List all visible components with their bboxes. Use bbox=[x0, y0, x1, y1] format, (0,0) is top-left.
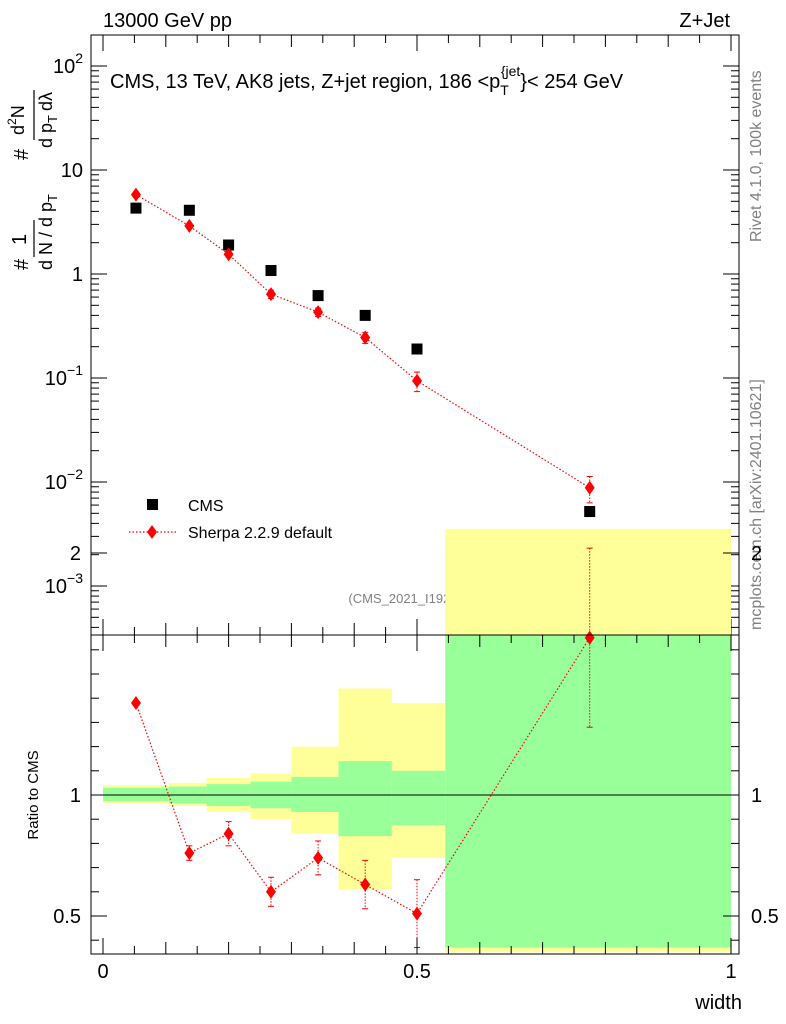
cms-point bbox=[130, 202, 142, 214]
ratio-point bbox=[313, 850, 324, 865]
main-ytick-label: 10 bbox=[61, 160, 83, 182]
y-label-den2: d pTdλ bbox=[36, 92, 60, 148]
sherpa-point bbox=[412, 373, 422, 388]
ratio-point bbox=[412, 906, 422, 921]
y-label-den: d N / d pT bbox=[36, 194, 60, 270]
ratio-ytick-label-right: 1 bbox=[751, 785, 762, 807]
cms-point bbox=[584, 506, 596, 518]
mcplots-label: mcplots.cern.ch [arXiv:2401.10621] bbox=[748, 379, 765, 630]
ratio-y-ticks: 0.5 0.5 1 1 2 2 bbox=[53, 543, 779, 941]
main-ytick-label: 10−1 bbox=[45, 362, 83, 390]
ratio-panel: 0.5 0.51 12 2 0 0.5 1 Ratio to CMS width bbox=[25, 528, 779, 1014]
ratio-band-stat bbox=[103, 787, 169, 802]
sherpa-line bbox=[135, 194, 591, 489]
cms-point bbox=[265, 265, 277, 277]
ratio-ytick-label-right: 0.5 bbox=[751, 906, 779, 928]
ratio-band-stat bbox=[291, 776, 339, 812]
y-label-num: d2N bbox=[5, 105, 28, 135]
header-right: Z+Jet bbox=[679, 10, 730, 32]
ratio-ytick-label: 1 bbox=[70, 785, 81, 807]
legend-sherpa-label: Sherpa 2.2.9 default bbox=[188, 525, 333, 542]
ratio-point bbox=[184, 846, 195, 861]
main-ytick-label: 102 bbox=[53, 50, 83, 78]
cms-point bbox=[359, 309, 371, 321]
ratio-point bbox=[360, 877, 371, 892]
ratio-ytick-label: 0.5 bbox=[53, 906, 81, 928]
sherpa-point bbox=[360, 330, 371, 345]
cms-point bbox=[183, 204, 195, 216]
ratio-xtick-label: 0 bbox=[97, 961, 108, 983]
ratio-point bbox=[130, 696, 141, 711]
main-ytick-label: 10−2 bbox=[45, 466, 83, 494]
legend-cms-label: CMS bbox=[188, 498, 224, 515]
x-axis-label: width bbox=[694, 992, 742, 1014]
main-ytick-label: 10−3 bbox=[45, 570, 83, 598]
legend: CMS Sherpa 2.2.9 default bbox=[129, 498, 333, 542]
legend-cms-marker bbox=[147, 499, 158, 510]
y-label-hash2: # bbox=[11, 148, 33, 160]
ratio-series bbox=[130, 547, 595, 948]
sherpa-point bbox=[184, 218, 195, 233]
ratio-point bbox=[265, 884, 276, 899]
sherpa-point bbox=[313, 305, 324, 320]
main-ytick-label: 1 bbox=[72, 264, 83, 286]
ratio-xtick-label: 1 bbox=[725, 961, 736, 983]
ratio-ytick-label-right: 2 bbox=[751, 543, 762, 565]
main-panel: 10−3 10−2 10−1 1 10 102 CMS, 13 TeV, AK8 jets… bbox=[5, 34, 740, 636]
sherpa-point bbox=[584, 480, 595, 495]
sherpa-point bbox=[265, 287, 276, 302]
ratio-point bbox=[584, 630, 595, 645]
y-label-hash: # bbox=[11, 258, 33, 270]
ratio-ytick-label: 2 bbox=[70, 543, 81, 565]
ratio-point bbox=[223, 826, 234, 841]
sherpa-point bbox=[130, 187, 141, 202]
ratio-y-label: Ratio to CMS bbox=[25, 750, 42, 839]
sherpa-point bbox=[223, 247, 234, 262]
ratio-xtick-label: 0.5 bbox=[403, 961, 431, 983]
rivet-label: Rivet 4.1.0, 100k events bbox=[748, 70, 765, 242]
ratio-bands bbox=[103, 528, 731, 953]
cms-point bbox=[312, 290, 324, 302]
y-label-one: 1 bbox=[9, 234, 31, 245]
cms-point bbox=[223, 239, 235, 251]
cms-point bbox=[411, 343, 423, 355]
ratio-band-stat bbox=[445, 635, 731, 948]
ratio-band-stat bbox=[338, 761, 392, 837]
main-series bbox=[130, 187, 596, 518]
legend-sherpa-marker bbox=[147, 525, 157, 539]
header-left: 13000 GeV pp bbox=[103, 10, 232, 32]
ratio-x-ticks: 0 0.5 1 bbox=[97, 635, 737, 983]
main-y-ticks: 10−3 10−2 10−1 1 10 102 bbox=[45, 50, 739, 628]
main-y-label: # 1 d N / d pT # d2N d pTdλ bbox=[5, 90, 60, 270]
main-title: CMS, 13 TeV, AK8 jets, Z+jet region, 186… bbox=[110, 63, 624, 98]
ratio-band-stat bbox=[391, 770, 446, 826]
